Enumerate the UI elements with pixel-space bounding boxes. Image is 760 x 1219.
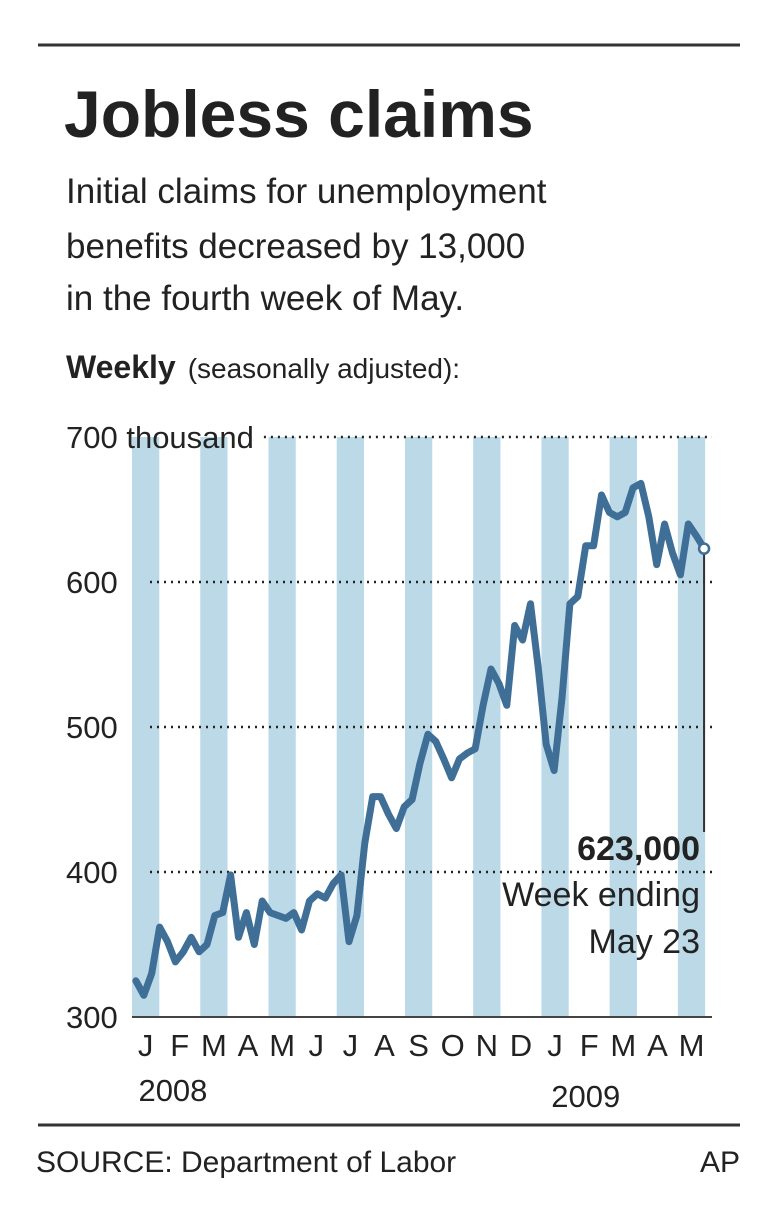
month-band	[609, 437, 637, 1017]
x-tick-label: J	[308, 1028, 324, 1063]
x-tick-label: N	[476, 1028, 498, 1063]
y-tick-label: 400	[66, 855, 118, 890]
x-tick-label: D	[510, 1028, 532, 1063]
last-point	[697, 542, 711, 555]
y-tick-label: 600	[66, 565, 118, 600]
y-tick-label: 500	[66, 710, 118, 745]
year-label: 2008	[138, 1073, 207, 1108]
credit: AP	[700, 1146, 740, 1179]
annotation-text: Week ending	[502, 876, 700, 914]
x-tick-label: M	[269, 1028, 295, 1063]
x-tick-label: J	[343, 1028, 359, 1063]
x-tick-label: F	[580, 1028, 599, 1063]
year-label: 2009	[551, 1079, 620, 1114]
series-note: (seasonally adjusted):	[188, 353, 460, 384]
subtitle: benefits decreased by 13,000	[66, 227, 525, 266]
y-tick-label: 700 thousand	[66, 420, 254, 455]
annotation-text: May 23	[589, 923, 701, 961]
x-tick-label: S	[408, 1028, 429, 1063]
x-tick-label: A	[238, 1028, 259, 1063]
series-label: Weekly (seasonally adjusted):	[66, 349, 460, 385]
x-tick-label: M	[610, 1028, 636, 1063]
chart-title: Jobless claims	[64, 77, 534, 151]
x-tick-label: J	[547, 1028, 563, 1063]
month-band	[336, 437, 364, 1017]
x-tick-label: M	[201, 1028, 227, 1063]
subtitle: in the fourth week of May.	[66, 279, 464, 318]
series-label-main: Weekly	[66, 349, 176, 385]
x-tick-label: M	[679, 1028, 705, 1063]
y-tick-label: 300	[66, 1000, 118, 1035]
month-band	[132, 437, 160, 1017]
x-tick-label: A	[374, 1028, 395, 1063]
x-tick-label: A	[647, 1028, 668, 1063]
subtitle: Initial claims for unemployment	[66, 172, 547, 211]
annotation-value: 623,000	[577, 830, 700, 868]
source: SOURCE: Department of Labor	[36, 1146, 456, 1179]
x-tick-label: J	[138, 1028, 154, 1063]
x-tick-label: O	[441, 1028, 465, 1063]
x-tick-label: F	[170, 1028, 189, 1063]
data-line	[132, 479, 708, 999]
